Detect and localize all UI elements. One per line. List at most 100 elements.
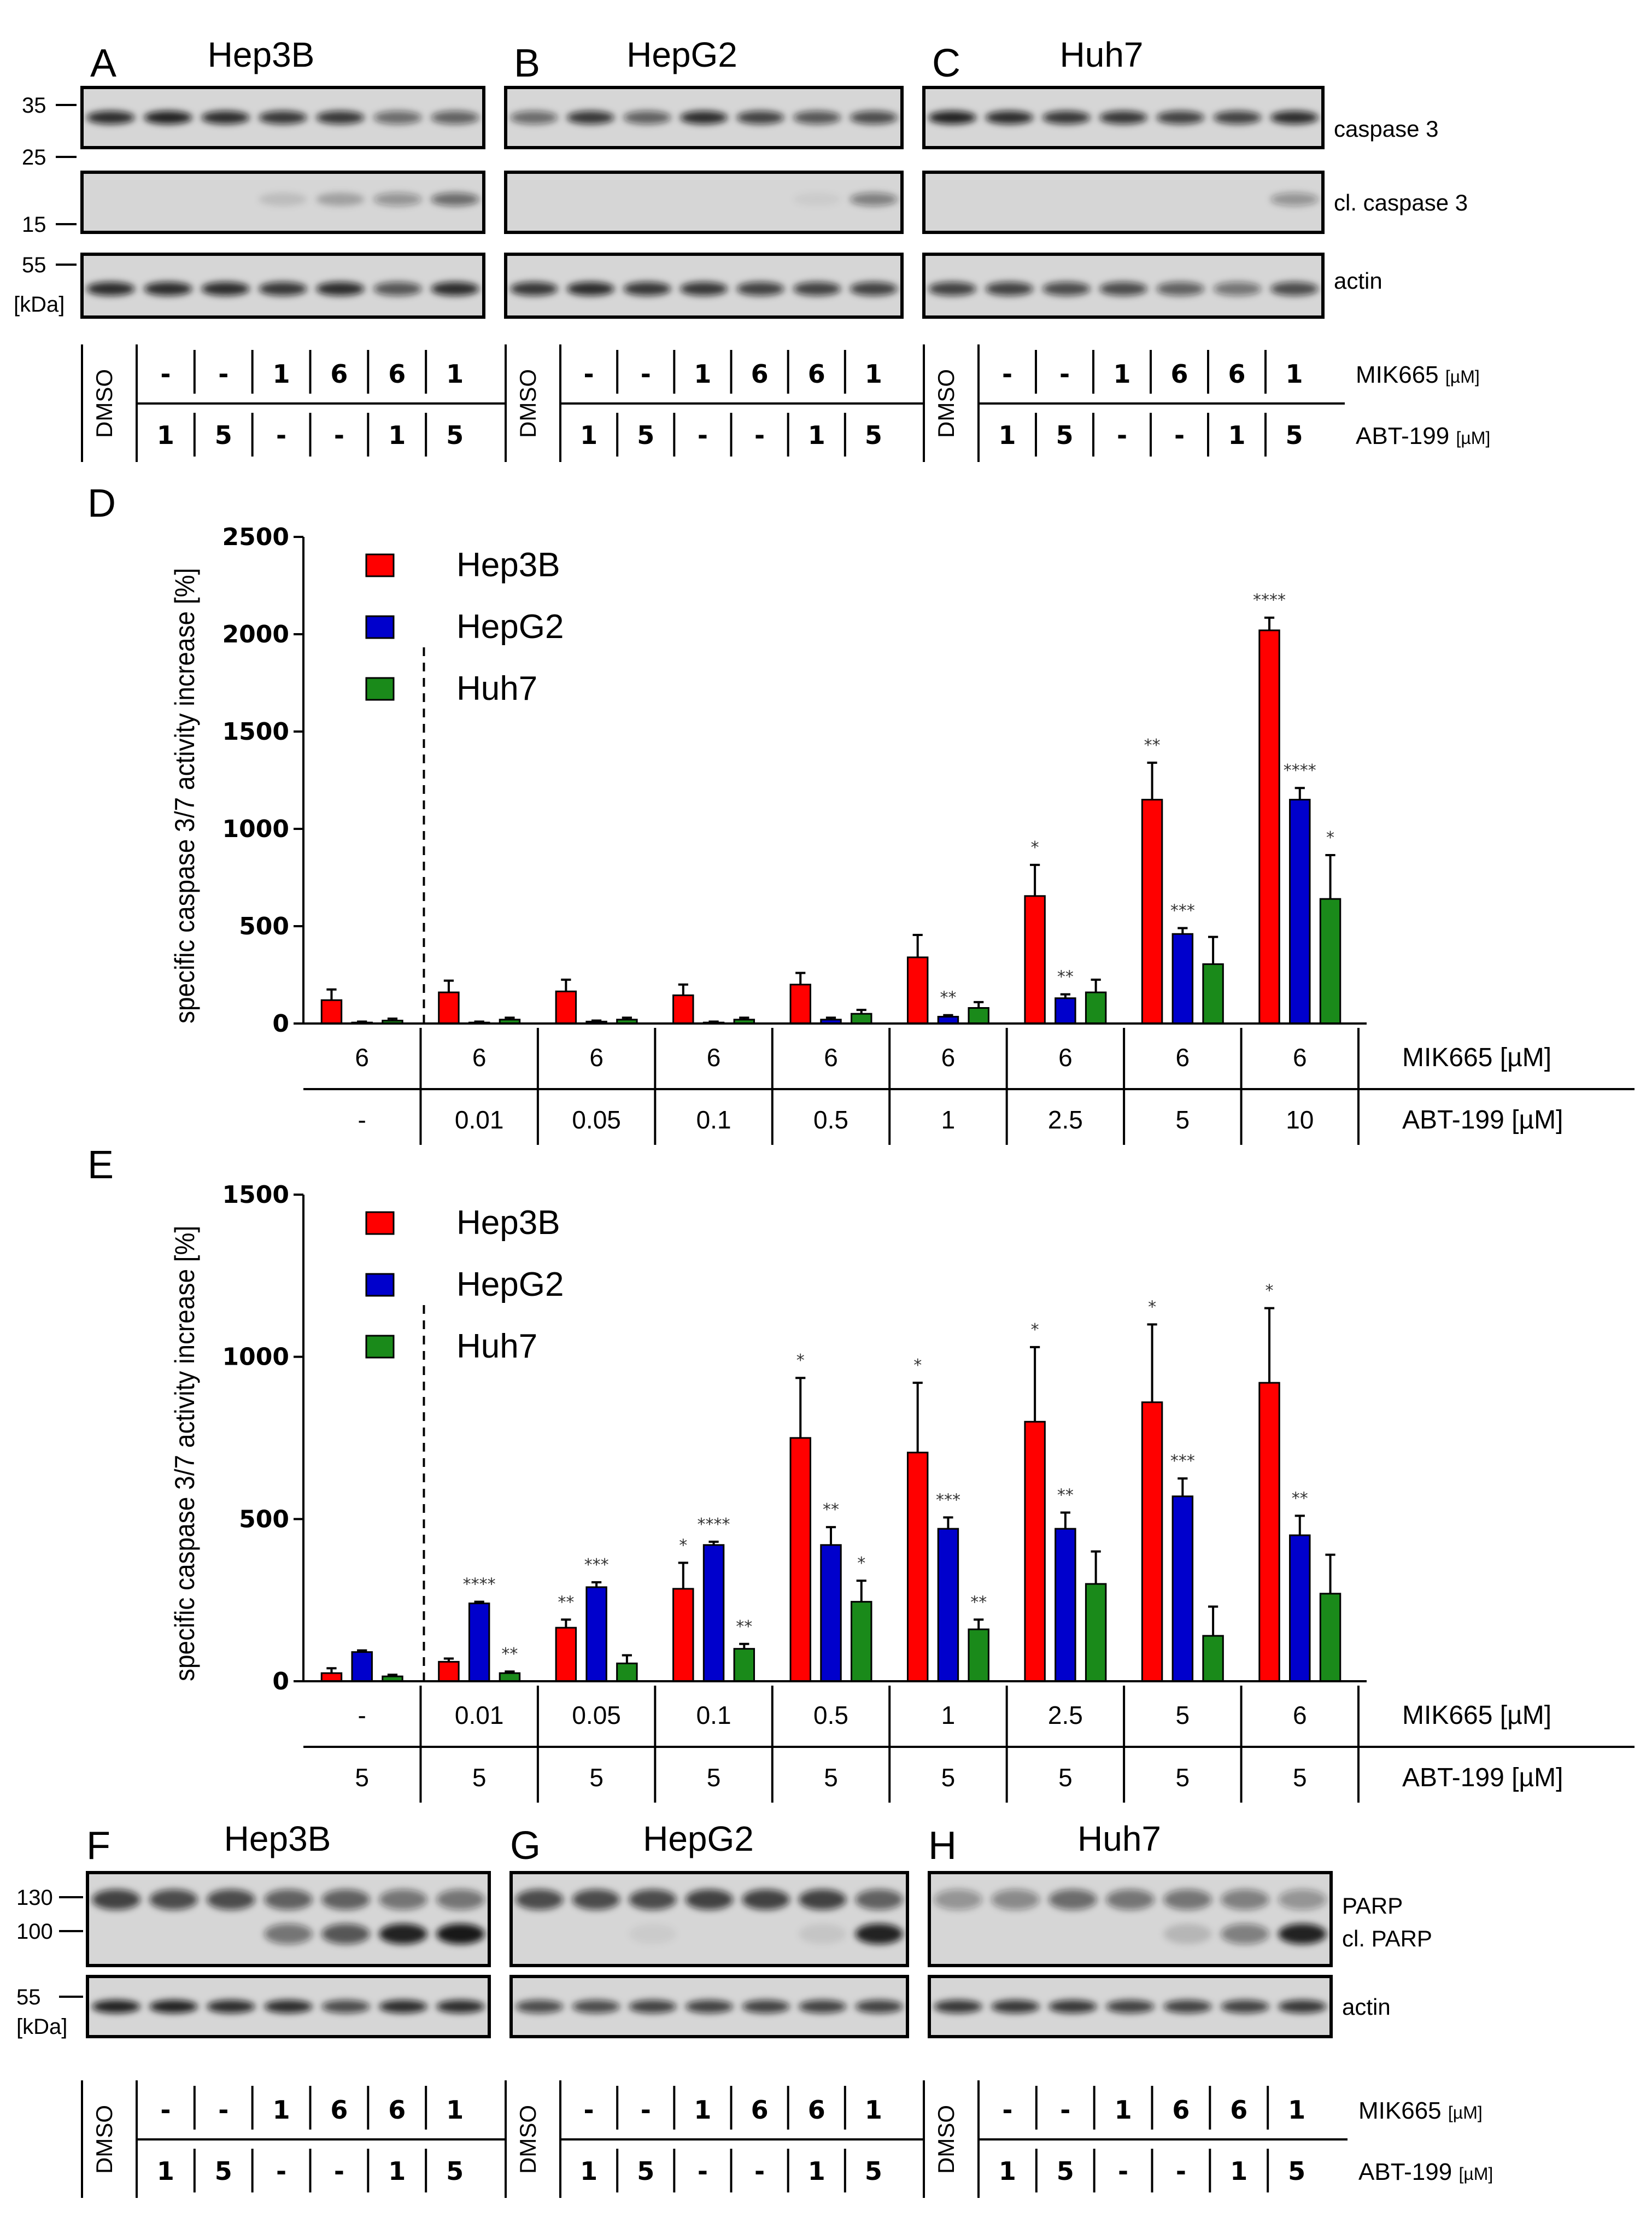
parp-band xyxy=(742,1889,790,1910)
table-abt199-value: 5 xyxy=(1058,1763,1073,1792)
significance-mark: * xyxy=(796,1351,805,1370)
caspase3-band xyxy=(1270,110,1319,125)
significance-mark: *** xyxy=(1170,1452,1195,1471)
abt199-value: 5 xyxy=(637,420,654,450)
bar-hep3b xyxy=(1141,799,1163,1025)
abt199-value: - xyxy=(754,2156,765,2186)
table-mik665-value: 6 xyxy=(1058,1043,1073,1072)
parp-band xyxy=(1106,1889,1155,1910)
kda-marker: 35 xyxy=(22,93,46,118)
panel-letter: A xyxy=(90,42,116,85)
cl-caspase3-band xyxy=(259,192,307,206)
table-abt199-value: 5 xyxy=(824,1763,838,1792)
caspase3-band xyxy=(144,110,192,125)
table-mik665-value: 1 xyxy=(941,1701,956,1729)
significance-mark: ** xyxy=(501,1645,518,1664)
cl-parp-band xyxy=(1278,1923,1327,1944)
actin-band xyxy=(1099,282,1147,296)
abt199-value: 1 xyxy=(580,420,597,450)
parp-band xyxy=(1048,1889,1097,1910)
parp-band xyxy=(92,1889,140,1910)
caspase3-band xyxy=(1099,110,1147,125)
caspase3-band xyxy=(431,110,479,125)
abt199-value: - xyxy=(1176,2156,1186,2186)
abt199-value: 1 xyxy=(998,420,1016,450)
y-axis-label: specific caspase 3/7 activity increase [… xyxy=(170,568,200,1024)
kda-marker: 25 xyxy=(22,145,46,169)
cl-parp-band xyxy=(629,1923,677,1944)
y-tick-label: 1000 xyxy=(222,815,289,843)
actin-band xyxy=(1042,282,1091,296)
parp-band xyxy=(686,1889,733,1910)
table-abt199-value: 10 xyxy=(1286,1106,1314,1134)
blot-strip xyxy=(928,1871,1333,1967)
abt199-label: ABT-199 [µM] xyxy=(1356,423,1490,449)
mik665-value: - xyxy=(641,359,651,389)
kda-marker: 100 xyxy=(16,1920,53,1944)
actin-band xyxy=(316,282,365,296)
bar-huh7 xyxy=(1319,1593,1341,1682)
cl-caspase3-band xyxy=(373,192,422,206)
caspase3-band xyxy=(793,110,841,125)
row-label: caspase 3 xyxy=(1334,116,1438,142)
mik665-value: 1 xyxy=(1115,2095,1132,2125)
abt199-value: - xyxy=(698,2156,708,2186)
mik665-value: 1 xyxy=(694,359,711,389)
significance-mark: ** xyxy=(1057,1486,1074,1505)
y-tick-label: 0 xyxy=(272,1668,289,1695)
caspase3-band xyxy=(316,110,365,125)
mik665-value: 6 xyxy=(330,2095,348,2125)
mik665-value: - xyxy=(584,2095,594,2125)
dmso-label: DMSO xyxy=(515,369,541,438)
significance-mark: ** xyxy=(823,1500,839,1519)
mik665-value: 1 xyxy=(1285,359,1303,389)
blot-strip xyxy=(509,1871,909,1967)
cl-parp-band xyxy=(1221,1923,1269,1944)
mik665-value: - xyxy=(160,359,171,389)
bar-hepg2 xyxy=(1055,997,1076,1025)
cell-line-title: Huh7 xyxy=(1060,35,1144,74)
caspase3-band xyxy=(850,110,898,125)
cl-parp-band xyxy=(379,1923,427,1944)
bar-hep3b xyxy=(555,1627,577,1682)
significance-mark: * xyxy=(1031,1320,1039,1340)
parp-band xyxy=(436,1889,485,1910)
panel-letter: G xyxy=(510,1824,541,1868)
panel-letter: E xyxy=(87,1143,114,1187)
bar-hepg2 xyxy=(820,1544,842,1682)
legend-label: HepG2 xyxy=(456,1266,564,1303)
legend-swatch xyxy=(365,677,395,701)
bar-hep3b xyxy=(438,1660,460,1682)
legend-swatch xyxy=(365,615,395,639)
significance-mark: * xyxy=(913,1356,922,1375)
table-abt199-value: 5 xyxy=(355,1763,369,1792)
significance-mark: *** xyxy=(936,1490,960,1510)
table-abt199-value: 2.5 xyxy=(1048,1106,1083,1134)
abt199-label: ABT-199 [µM] xyxy=(1358,2159,1493,2185)
abt199-value: 5 xyxy=(1288,2156,1305,2186)
mik665-value: 1 xyxy=(1288,2095,1305,2125)
mik665-value: 1 xyxy=(694,2095,711,2125)
abt199-value: 5 xyxy=(446,2156,464,2186)
y-tick-label: 1000 xyxy=(222,1343,289,1371)
panel-d-chart: D 0 500 1000 1500 2000 2500 specific caspase 3/… xyxy=(87,482,1635,1145)
parp-band xyxy=(515,1889,564,1910)
actin-band xyxy=(934,1999,982,2014)
actin-band xyxy=(991,1999,1040,2014)
legend-swatch xyxy=(365,1211,395,1235)
caspase3-band xyxy=(566,110,614,125)
table-mik665-value: 0.01 xyxy=(455,1701,504,1729)
row-label: cl. caspase 3 xyxy=(1334,190,1468,215)
bar-hep3b xyxy=(906,956,929,1025)
table-abt199-value: 5 xyxy=(589,1763,604,1792)
y-tick-label: 1500 xyxy=(222,718,289,746)
y-tick-label: 500 xyxy=(239,1505,289,1533)
significance-mark: * xyxy=(1031,838,1039,857)
cl-parp-band xyxy=(855,1923,903,1944)
table-abt199-value: 0.05 xyxy=(572,1106,621,1134)
mik665-value: 1 xyxy=(273,359,290,389)
cl-caspase3-band xyxy=(316,192,365,206)
mik665-label: MIK665 [µM] xyxy=(1358,2097,1483,2124)
bar-huh7 xyxy=(616,1662,638,1682)
table-mik665-value: 6 xyxy=(941,1043,956,1072)
